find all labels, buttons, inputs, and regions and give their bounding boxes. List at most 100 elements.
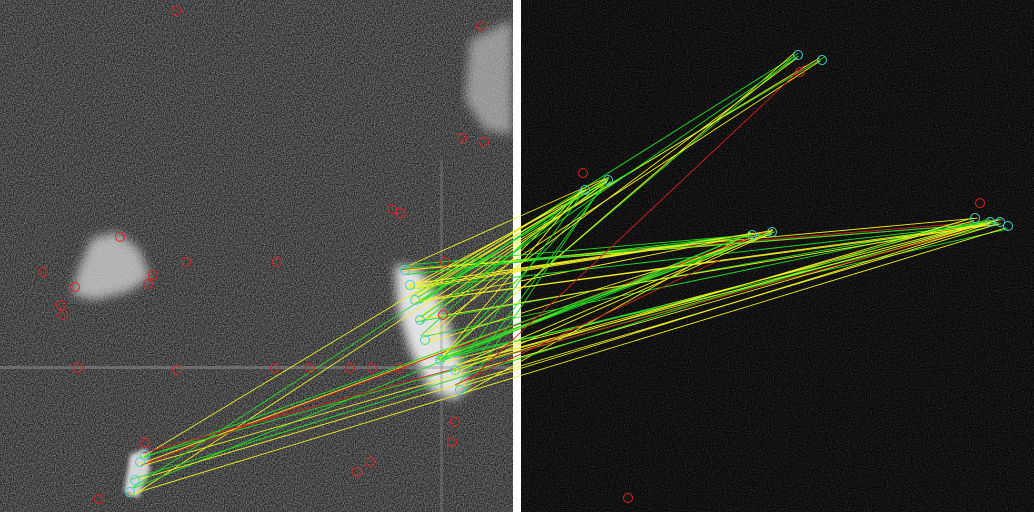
matched-keypoint	[435, 355, 445, 365]
unmatched-keypoint	[181, 257, 191, 267]
match-line	[416, 218, 1002, 323]
match-line	[453, 231, 774, 374]
match-line	[400, 222, 999, 270]
left-bright-region-d	[124, 448, 150, 498]
matched-keypoint	[125, 487, 135, 497]
matched-keypoint	[985, 217, 995, 227]
unmatched-keypoint	[73, 363, 83, 373]
match-line	[469, 64, 806, 381]
match-line	[454, 259, 721, 386]
match-line	[417, 223, 1000, 302]
matched-keypoint	[767, 227, 777, 237]
unmatched-keypoint	[395, 363, 405, 373]
match-line	[404, 230, 773, 291]
matched-keypoint	[135, 457, 145, 467]
match-line	[453, 219, 998, 367]
match-line	[452, 217, 973, 371]
match-line	[439, 190, 583, 360]
unmatched-keypoint	[143, 279, 153, 289]
match-line	[128, 227, 1007, 496]
unmatched-keypoint	[387, 204, 397, 214]
unmatched-keypoint	[270, 363, 280, 373]
match-line	[142, 224, 990, 454]
matched-keypoint	[420, 335, 430, 345]
match-line	[420, 188, 584, 337]
unmatched-keypoint	[479, 137, 489, 147]
matched-keypoint	[130, 475, 140, 485]
right-image-panel	[521, 0, 1034, 512]
unmatched-keypoint	[367, 363, 377, 373]
left-bright-region-a	[72, 232, 150, 300]
panel-divider	[513, 0, 521, 512]
unmatched-keypoint	[447, 437, 457, 447]
unmatched-keypoint	[457, 133, 467, 143]
matched-keypoint	[140, 450, 150, 460]
matched-keypoint	[400, 265, 410, 275]
match-line	[411, 230, 772, 304]
matched-keypoint	[410, 295, 420, 305]
matched-keypoint	[970, 213, 980, 223]
unmatched-keypoint	[94, 494, 104, 504]
match-line	[130, 217, 974, 481]
match-line	[420, 55, 799, 318]
unmatched-keypoint	[171, 6, 181, 16]
left-azimuth-streak	[0, 366, 513, 369]
matched-keypoint	[405, 280, 415, 290]
unmatched-keypoint	[396, 208, 406, 218]
matched-keypoint	[817, 55, 827, 65]
unmatched-keypoint	[623, 493, 633, 503]
unmatched-keypoint	[365, 457, 375, 467]
match-line	[133, 232, 752, 489]
match-line	[444, 220, 991, 363]
match-line	[415, 181, 608, 320]
match-line	[140, 188, 587, 459]
unmatched-keypoint	[38, 267, 48, 277]
matched-keypoint	[580, 185, 590, 195]
unmatched-keypoint	[345, 363, 355, 373]
match-line	[417, 56, 825, 299]
unmatched-keypoint	[476, 21, 486, 31]
match-line	[456, 223, 991, 389]
unmatched-keypoint	[172, 365, 182, 375]
match-line	[418, 57, 820, 302]
match-line	[409, 177, 606, 266]
unmatched-keypoint	[115, 232, 125, 242]
matched-keypoint	[455, 385, 465, 395]
unmatched-keypoint	[272, 257, 282, 267]
match-line	[426, 189, 583, 344]
match-line	[456, 178, 609, 388]
unmatched-keypoint	[70, 282, 80, 292]
match-line	[406, 233, 771, 275]
left-image-panel	[0, 0, 513, 512]
unmatched-keypoint	[352, 467, 362, 477]
match-line	[138, 223, 998, 480]
match-lines	[128, 52, 1008, 496]
unmatched-keypoint	[795, 67, 805, 77]
left-range-streak	[440, 160, 443, 512]
unmatched-keypoint	[148, 270, 158, 280]
matched-keypoint	[747, 230, 757, 240]
match-line	[143, 231, 774, 458]
left-speckle-texture	[0, 0, 513, 512]
match-line	[420, 57, 798, 339]
match-line	[132, 178, 608, 489]
match-line	[421, 219, 990, 338]
right-speckle-texture	[521, 0, 1034, 512]
matched-keypoint	[995, 217, 1005, 227]
unmatched-keypoint	[578, 168, 588, 178]
unmatched-keypoint	[450, 417, 460, 427]
unmatched-keypoint	[438, 310, 448, 320]
match-line	[441, 231, 774, 359]
unmatched-keypoint	[58, 310, 68, 320]
match-line	[421, 223, 990, 320]
unmatched-keypoint	[140, 438, 150, 448]
match-line	[453, 187, 587, 373]
matched-keypoint	[603, 175, 613, 185]
unmatched-keypoint	[56, 300, 66, 310]
match-line	[132, 182, 612, 496]
match-line	[403, 234, 753, 266]
matched-keypoint	[450, 365, 460, 375]
matched-keypoint	[1003, 221, 1013, 231]
keypoints	[38, 6, 1013, 504]
